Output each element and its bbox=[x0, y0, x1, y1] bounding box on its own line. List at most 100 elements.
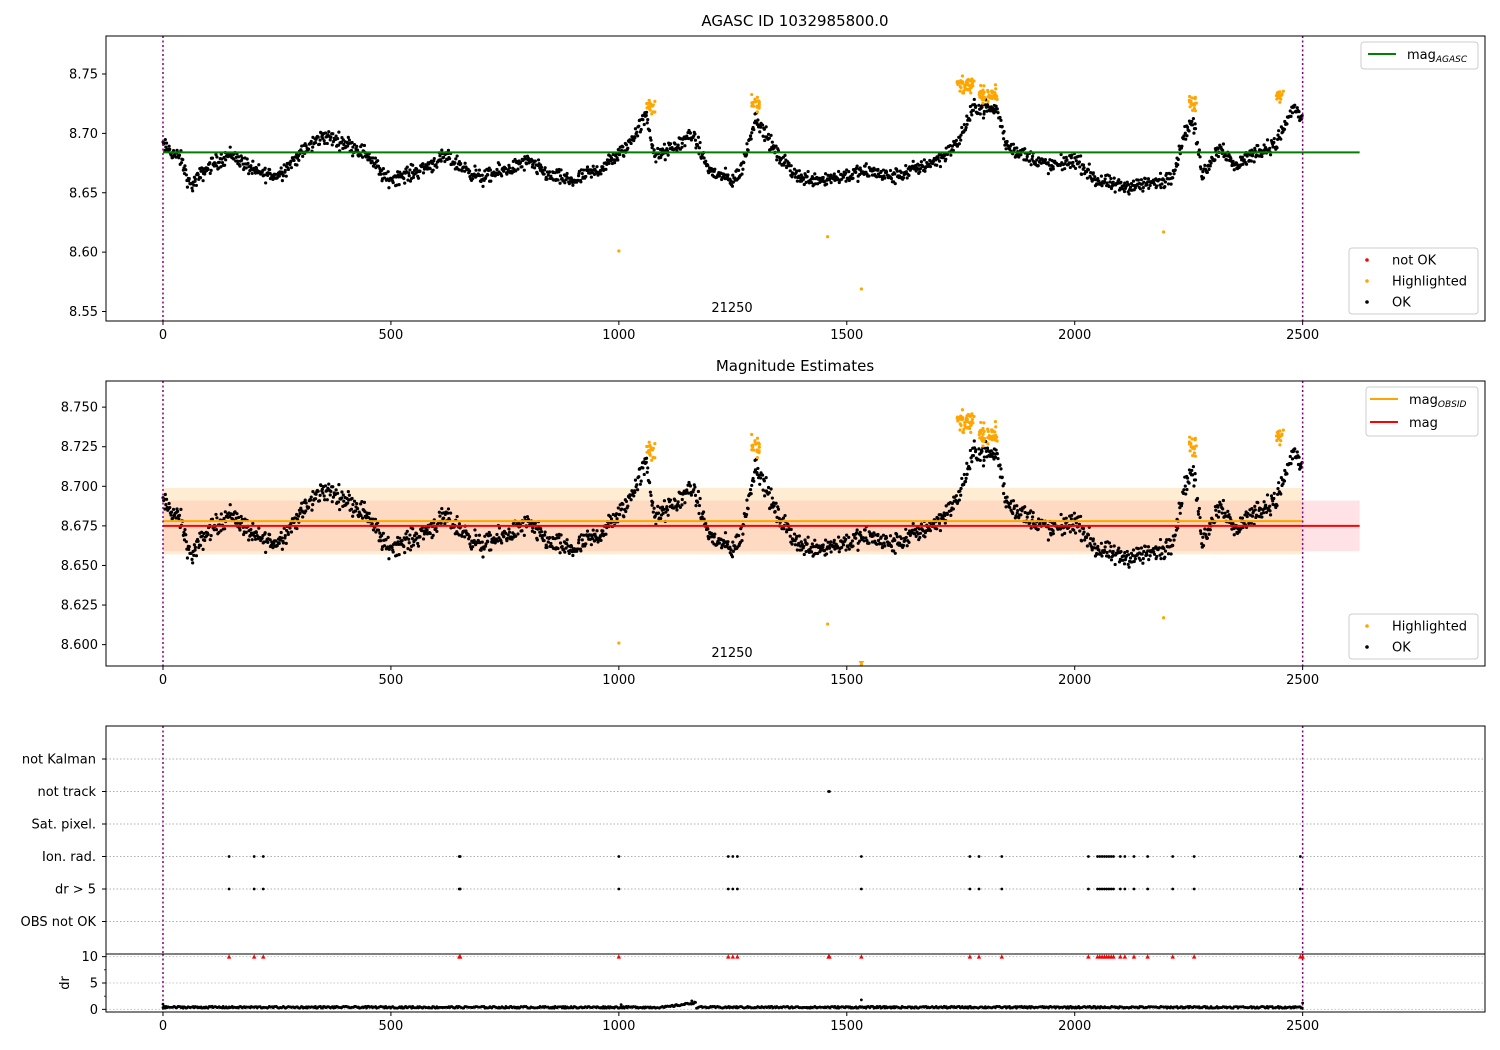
ok-point bbox=[897, 541, 902, 545]
highlighted-point bbox=[752, 448, 756, 452]
ok-point bbox=[222, 155, 226, 160]
x-tick-label: 1000 bbox=[602, 328, 635, 343]
ok-point bbox=[797, 541, 801, 546]
ok-point bbox=[645, 121, 649, 125]
ok-point bbox=[318, 138, 322, 142]
highlighted-point bbox=[972, 414, 976, 419]
ok-point bbox=[408, 168, 412, 172]
ok-point bbox=[185, 556, 190, 560]
ok-point bbox=[905, 544, 909, 548]
ok-point bbox=[607, 161, 611, 166]
ok-point bbox=[194, 554, 199, 558]
highlighted-point bbox=[1274, 94, 1279, 98]
ok-point bbox=[177, 513, 182, 517]
highlighted-point bbox=[1190, 437, 1194, 441]
ok-point bbox=[958, 489, 962, 493]
ok-point bbox=[579, 180, 583, 184]
magnitude-estimates-panel: Magnitude Estimates 0 500 1000 1500 2000 2500… bbox=[61, 357, 1486, 688]
ok-point bbox=[959, 486, 963, 491]
ok-point bbox=[421, 171, 426, 175]
ok-point bbox=[1059, 152, 1063, 157]
ok-point bbox=[888, 168, 893, 173]
ok-point bbox=[558, 551, 562, 555]
ok-point bbox=[283, 536, 287, 540]
ok-point bbox=[850, 172, 855, 176]
ok-point bbox=[1253, 504, 1257, 508]
ok-point bbox=[201, 547, 205, 551]
ok-point bbox=[745, 142, 749, 146]
ok-point bbox=[1171, 176, 1175, 180]
ok-point bbox=[1079, 154, 1083, 158]
ok-point bbox=[879, 535, 883, 539]
ok-point bbox=[1155, 554, 1159, 559]
ok-point bbox=[497, 163, 502, 167]
highlighted-point bbox=[1281, 428, 1285, 432]
ok-point bbox=[612, 161, 617, 165]
ok-point bbox=[280, 170, 284, 174]
ok-point bbox=[665, 508, 670, 512]
ok-point bbox=[901, 176, 906, 180]
ok-point bbox=[391, 550, 395, 554]
ok-point bbox=[959, 138, 963, 142]
ok-point bbox=[693, 138, 698, 142]
ok-point bbox=[1160, 552, 1164, 556]
ok-point bbox=[1128, 185, 1133, 189]
ok-point bbox=[442, 155, 446, 159]
ok-point bbox=[1166, 182, 1171, 186]
ok-point bbox=[1058, 527, 1062, 531]
ok-point bbox=[329, 489, 333, 494]
ok-point bbox=[871, 534, 875, 538]
ok-point bbox=[350, 140, 354, 145]
ok-point bbox=[726, 173, 730, 177]
ok-point bbox=[809, 550, 814, 554]
ok-point bbox=[1148, 183, 1152, 188]
ok-point bbox=[1020, 509, 1024, 513]
ok-point bbox=[1103, 545, 1107, 549]
ok-point bbox=[823, 172, 828, 176]
ok-point bbox=[505, 536, 510, 541]
ok-point bbox=[304, 509, 308, 513]
ok-point bbox=[184, 168, 188, 172]
flag-point bbox=[1171, 887, 1175, 891]
ok-point bbox=[664, 510, 668, 514]
ok-point bbox=[1073, 531, 1078, 535]
dr-point bbox=[694, 1001, 697, 1004]
ok-point bbox=[746, 148, 750, 152]
ok-point bbox=[411, 527, 415, 531]
ok-point bbox=[289, 159, 293, 163]
ok-point bbox=[945, 152, 950, 157]
ok-point bbox=[483, 534, 487, 538]
ok-point bbox=[662, 507, 666, 511]
ok-point bbox=[635, 483, 639, 487]
ok-point bbox=[1190, 468, 1194, 473]
ok-point bbox=[864, 536, 868, 540]
ok-point bbox=[660, 505, 665, 509]
ok-point bbox=[882, 541, 886, 545]
ok-point bbox=[644, 110, 649, 114]
ok-point bbox=[1249, 521, 1253, 525]
ok-point bbox=[974, 104, 978, 108]
ok-point bbox=[1159, 557, 1163, 561]
ok-point bbox=[473, 164, 477, 168]
ok-point bbox=[431, 533, 435, 537]
ok-point bbox=[504, 531, 508, 535]
ok-point bbox=[407, 537, 411, 541]
ok-point bbox=[1242, 158, 1246, 162]
ok-point bbox=[1085, 176, 1089, 180]
ok-point bbox=[847, 170, 851, 174]
ok-point bbox=[644, 460, 648, 465]
highlighted-point bbox=[1192, 106, 1196, 111]
ok-point bbox=[577, 538, 581, 542]
ok-point bbox=[428, 531, 432, 536]
ok-point bbox=[288, 526, 292, 530]
ok-point bbox=[1036, 517, 1041, 521]
ok-point bbox=[1191, 465, 1196, 469]
ok-point bbox=[1147, 186, 1151, 190]
ok-point bbox=[776, 507, 781, 511]
ok-point bbox=[311, 503, 315, 507]
ok-point bbox=[1208, 164, 1212, 168]
ok-point bbox=[549, 541, 553, 546]
ok-point bbox=[168, 147, 172, 151]
highlighted-point bbox=[650, 458, 654, 462]
highlighted-point bbox=[826, 622, 830, 626]
